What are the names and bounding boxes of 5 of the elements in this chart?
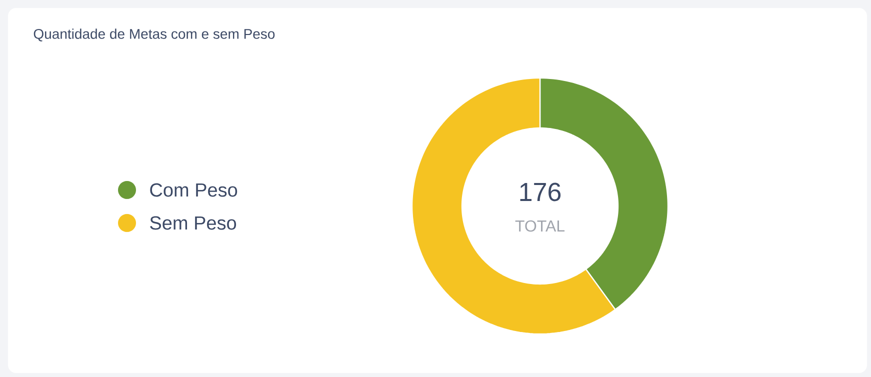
text: 176: [520, 182, 561, 202]
legend-label: Com Peso: [150, 183, 238, 197]
text: TOTAL: [515, 220, 565, 232]
legend-label: Sem Peso: [150, 216, 236, 230]
chart-title: Quantidade de Metas com e sem Peso: [34, 28, 275, 42]
